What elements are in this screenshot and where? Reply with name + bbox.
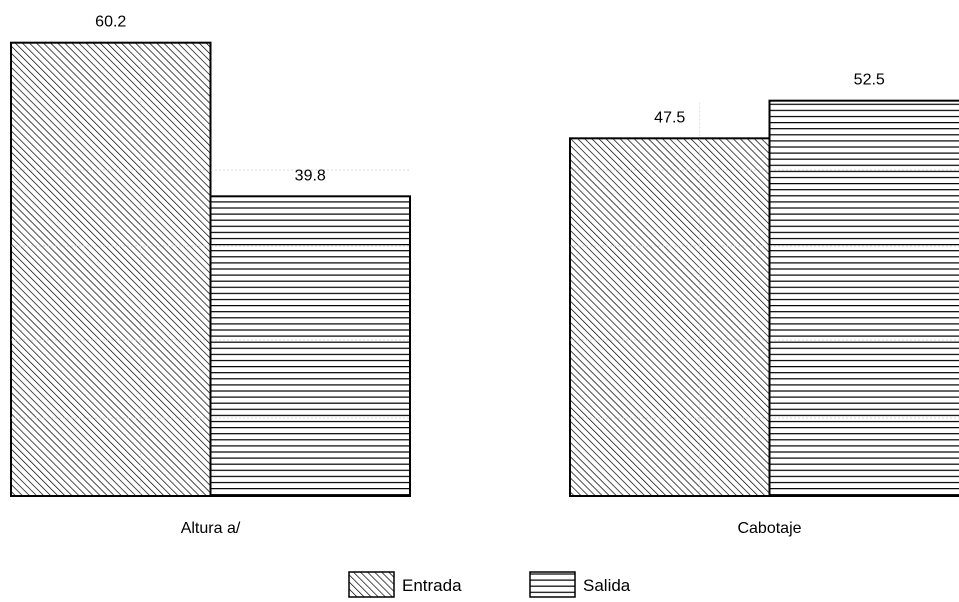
bar-entrada-cabotaje bbox=[569, 137, 771, 497]
legend-swatch-entrada bbox=[348, 571, 395, 598]
legend-item-entrada: Entrada bbox=[348, 571, 462, 598]
data-label-entrada-cabotaje: 47.5 bbox=[654, 109, 685, 126]
legend-label-entrada: Entrada bbox=[402, 576, 462, 595]
gridlines bbox=[11, 44, 959, 494]
legend: Entrada Salida bbox=[348, 571, 631, 598]
legend-item-salida: Salida bbox=[529, 571, 631, 598]
bar-salida-altura-a bbox=[209, 195, 411, 497]
category-label-cabotaje: Cabotaje bbox=[737, 520, 801, 537]
category-labels: Altura a/Cabotaje bbox=[181, 520, 802, 537]
bar-entrada-altura-a bbox=[10, 41, 212, 497]
legend-label-salida: Salida bbox=[583, 576, 631, 595]
legend-swatch-salida bbox=[529, 571, 576, 598]
data-label-salida-altura-a: 39.8 bbox=[295, 167, 326, 184]
data-label-entrada-altura-a: 60.2 bbox=[95, 14, 126, 31]
data-labels: 60.2 39.8 47.5 52.5 bbox=[95, 14, 885, 185]
category-label-altura-a: Altura a/ bbox=[181, 520, 241, 537]
bar-salida-cabotaje bbox=[768, 99, 959, 498]
data-label-salida-cabotaje: 52.5 bbox=[854, 72, 885, 89]
bars bbox=[10, 41, 959, 498]
plot-area: 60.2 39.8 47.5 52.5 Altura a/Cabotaje bbox=[10, 14, 959, 537]
